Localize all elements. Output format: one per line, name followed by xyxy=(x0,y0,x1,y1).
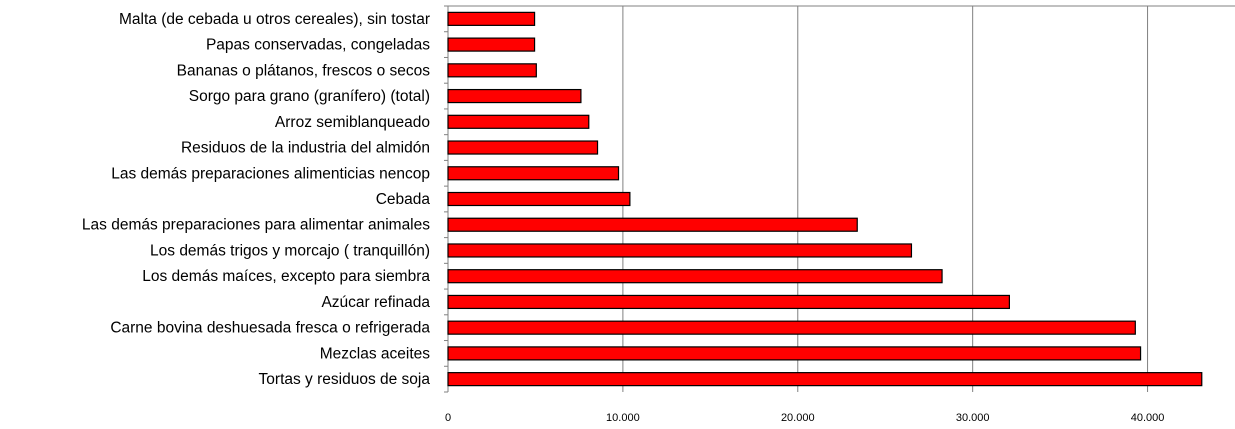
bar-11 xyxy=(447,294,1010,310)
category-label-5: Residuos de la industria del almidón xyxy=(181,140,430,157)
category-label-14: Tortas y residuos de soja xyxy=(259,371,431,388)
category-labels: Malta (de cebada u otros cereales), sin … xyxy=(82,11,430,388)
bar-2 xyxy=(447,63,537,78)
bar-0 xyxy=(447,11,536,26)
x-tick-labels: 0 10.000 20.000 30.000 40.000 xyxy=(445,412,1164,424)
category-label-10: Los demás maíces, excepto para siembra xyxy=(142,268,430,285)
category-label-0: Malta (de cebada u otros cereales), sin … xyxy=(119,11,430,28)
bar-8 xyxy=(447,217,858,232)
category-label-4: Arroz semiblanqueado xyxy=(275,114,430,131)
bar-1 xyxy=(447,37,536,52)
bar-5 xyxy=(447,140,599,155)
x-tick-label-2: 20.000 xyxy=(781,412,815,424)
category-label-8: Las demás preparaciones para alimentar a… xyxy=(82,217,430,234)
bar-7 xyxy=(447,191,631,207)
x-tick-label-1: 10.000 xyxy=(606,412,640,424)
x-tick-label-3: 30.000 xyxy=(956,412,990,424)
category-label-2: Bananas o plátanos, frescos o secos xyxy=(177,62,431,79)
bar-13 xyxy=(447,346,1142,361)
category-label-13: Mezclas aceites xyxy=(320,345,431,362)
category-label-12: Carne bovina deshuesada fresca o refrige… xyxy=(110,320,430,337)
x-tick-label-4: 40.000 xyxy=(1131,412,1165,424)
bar-14 xyxy=(447,372,1203,387)
bar-6 xyxy=(447,166,620,181)
bar-9 xyxy=(447,243,913,258)
x-tick-label-0: 0 xyxy=(445,412,451,424)
bars xyxy=(447,11,1203,387)
category-label-9: Los demás trigos y morcajo ( tranquillón… xyxy=(150,242,430,259)
bar-4 xyxy=(447,114,590,129)
category-label-3: Sorgo para grano (granífero) (total) xyxy=(189,88,430,105)
category-label-1: Papas conservadas, congeladas xyxy=(206,37,430,54)
category-label-7: Cebada xyxy=(376,191,431,208)
bar-3 xyxy=(447,88,582,104)
category-label-6: Las demás preparaciones alimenticias nen… xyxy=(111,165,430,182)
bar-12 xyxy=(447,320,1136,335)
bar-10 xyxy=(447,269,943,284)
category-label-11: Azúcar refinada xyxy=(321,294,430,311)
